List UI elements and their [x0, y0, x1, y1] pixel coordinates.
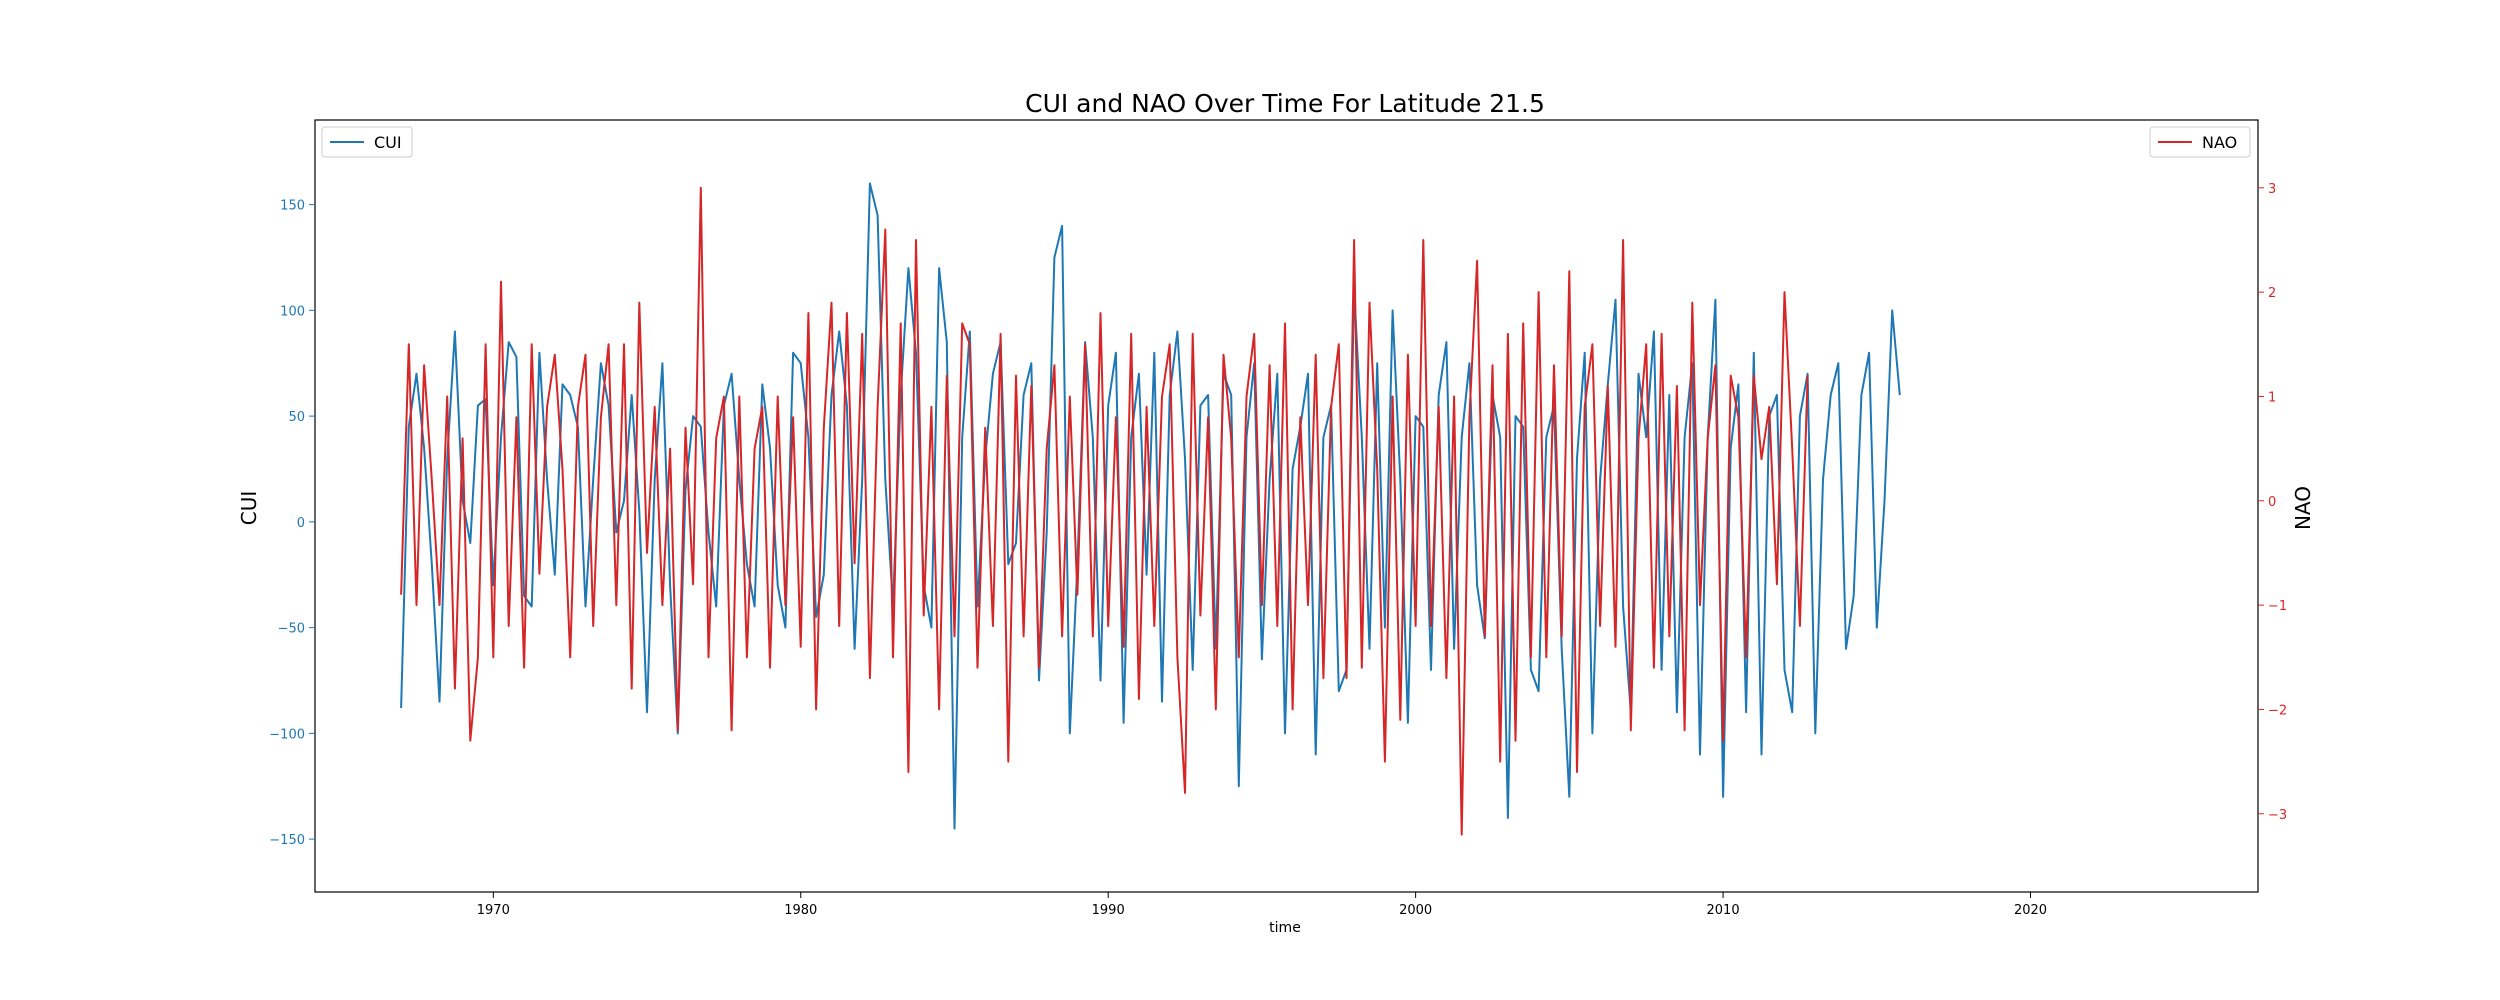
y-left-tick-label: −150	[269, 833, 305, 848]
y-left-axis-title: CUI	[237, 491, 261, 526]
legend-nao-box	[2149, 126, 2251, 158]
series-line-cui	[400, 182, 1901, 830]
legend-nao-label: NAO	[2202, 133, 2237, 152]
x-ticks: 1970 1980 1990 2000 2010 2020	[477, 892, 2047, 918]
legend-cui-box	[321, 126, 413, 158]
chart-title: CUI and NAO Over Time For Latitude 21.5	[1025, 89, 1545, 118]
y-right-tick-label: 2	[2268, 286, 2276, 301]
y-right-tick-label: 0	[2268, 495, 2276, 510]
series-layer	[400, 182, 1901, 836]
x-tick-label: 2000	[1399, 903, 1432, 918]
x-tick-label: 1970	[477, 903, 510, 918]
y-right-tick-label: −3	[2268, 808, 2287, 823]
y-left-tick-label: 50	[288, 410, 305, 425]
legend-nao: NAO	[2149, 126, 2251, 158]
x-tick-label: 1980	[784, 903, 817, 918]
y-left-tick-label: −100	[269, 727, 305, 742]
x-tick-label: 2010	[1707, 903, 1740, 918]
y-left-tick-label: 100	[280, 304, 305, 319]
legend-cui-label: CUI	[374, 133, 402, 152]
y-left-tick-label: −50	[278, 622, 305, 637]
y-right-tick-label: −2	[2268, 703, 2287, 718]
y-left-tick-label: 0	[297, 516, 305, 531]
y-left-ticks: −150 −100 −50 0 50 100 150	[269, 199, 315, 848]
y-right-tick-label: −1	[2268, 599, 2287, 614]
y-right-axis-title: NAO	[2291, 486, 2315, 530]
series-line-nao	[400, 186, 1809, 836]
legend-cui: CUI	[321, 126, 413, 158]
y-right-tick-label: 1	[2268, 390, 2276, 405]
y-right-ticks: −3 −2 −1 0 1 2 3	[2258, 182, 2287, 823]
x-tick-label: 1990	[1092, 903, 1125, 918]
y-right-tick-label: 3	[2268, 182, 2276, 197]
x-axis-title: time	[1269, 920, 1301, 936]
y-left-tick-label: 150	[280, 199, 305, 214]
plot-frame	[314, 119, 2259, 893]
x-tick-label: 2020	[2014, 903, 2047, 918]
